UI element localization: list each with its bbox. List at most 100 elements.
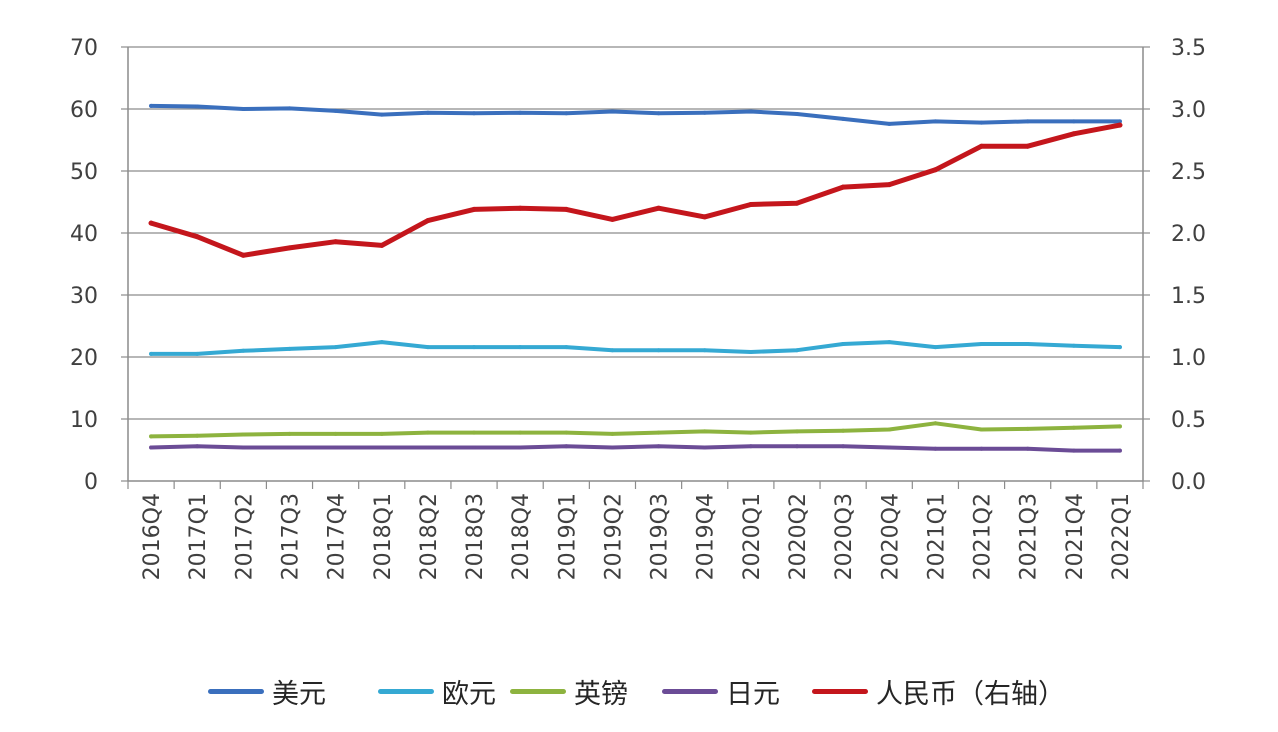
left-tick-label: 70 (70, 36, 98, 61)
series-line-3 (149, 444, 1122, 453)
data-point-3 (149, 445, 154, 450)
data-point-2 (841, 428, 846, 433)
data-point-0 (656, 111, 661, 116)
data-point-4 (932, 167, 938, 173)
data-point-0 (979, 120, 984, 125)
gridlines (128, 46, 1143, 420)
data-point-2 (195, 433, 200, 438)
data-point-4 (794, 200, 800, 206)
legend: 美元 欧元 英镑 日元 人民币（右轴） (0, 666, 1278, 716)
data-point-2 (564, 430, 569, 435)
data-point-1 (379, 340, 384, 345)
x-tick-label: 2020Q2 (786, 493, 811, 580)
left-tick-label: 50 (70, 160, 98, 185)
data-point-2 (748, 430, 753, 435)
data-point-4 (702, 214, 708, 220)
data-point-2 (795, 429, 799, 434)
data-point-2 (1117, 424, 1122, 429)
data-point-0 (702, 110, 707, 115)
data-point-2 (333, 431, 338, 436)
legend-item-eur: 欧元 (378, 666, 496, 716)
legend-swatch-gbp (510, 688, 566, 694)
data-point-3 (425, 445, 430, 450)
data-point-1 (149, 351, 154, 356)
left-tick-label: 60 (70, 98, 98, 123)
data-point-4 (148, 220, 154, 226)
x-tick-label: 2017Q4 (325, 493, 350, 580)
left-tick-label: 20 (70, 346, 98, 371)
data-point-1 (610, 348, 615, 353)
x-tick-label: 2018Q1 (371, 493, 396, 580)
data-point-1 (748, 350, 753, 354)
data-point-2 (518, 430, 523, 435)
data-point-3 (379, 445, 384, 450)
data-point-0 (1025, 119, 1030, 124)
data-point-2 (425, 430, 430, 435)
data-point-3 (518, 445, 523, 450)
data-point-2 (933, 421, 938, 426)
x-tick-label: 2021Q2 (971, 493, 996, 580)
x-tick-label: 2019Q1 (555, 493, 580, 580)
data-point-4 (563, 206, 569, 212)
data-point-4 (656, 205, 662, 211)
data-point-4 (748, 202, 754, 207)
left-tick-label: 30 (70, 284, 98, 309)
data-point-0 (933, 119, 938, 124)
data-point-1 (702, 348, 707, 353)
right-tick-label: 3.5 (1171, 36, 1206, 61)
x-tick-label: 2018Q4 (509, 493, 534, 580)
series-line-4 (148, 122, 1123, 258)
legend-swatch-cny (812, 688, 868, 694)
legend-label-usd: 美元 (272, 678, 326, 710)
data-point-4 (979, 143, 984, 149)
data-point-0 (287, 106, 292, 111)
data-point-2 (656, 430, 661, 435)
data-point-4 (379, 242, 385, 248)
x-tick-label: 2020Q4 (878, 493, 903, 580)
left-tick-label: 0 (84, 470, 98, 495)
data-point-4 (1025, 143, 1031, 149)
data-point-2 (1025, 426, 1030, 431)
data-point-4 (240, 252, 246, 258)
data-point-3 (564, 444, 569, 449)
x-tick-label: 2019Q4 (694, 493, 719, 580)
right-tick-label: 2.0 (1171, 222, 1206, 247)
data-point-1 (287, 346, 292, 351)
data-point-0 (841, 116, 846, 121)
legend-label-cny: 人民币（右轴） (876, 678, 1065, 710)
data-point-2 (1071, 425, 1076, 430)
data-point-1 (933, 345, 938, 350)
data-point-3 (610, 445, 615, 450)
data-point-3 (702, 445, 707, 450)
data-point-1 (241, 348, 246, 353)
data-point-4 (287, 245, 292, 251)
data-point-3 (1025, 446, 1030, 451)
x-tick-label: 2018Q3 (463, 493, 488, 580)
axes (121, 46, 1150, 489)
data-point-0 (195, 104, 200, 109)
data-point-0 (425, 110, 430, 115)
data-point-1 (1071, 343, 1076, 348)
data-point-1 (795, 348, 799, 353)
data-point-2 (241, 432, 246, 437)
x-tick-label: 2020Q1 (740, 493, 765, 580)
data-point-2 (887, 427, 892, 432)
legend-swatch-usd (208, 688, 264, 694)
data-point-1 (472, 345, 476, 350)
data-point-3 (241, 445, 246, 450)
data-point-3 (472, 445, 476, 450)
data-point-0 (564, 111, 569, 116)
right-tick-label: 2.5 (1171, 160, 1206, 185)
data-point-4 (517, 205, 523, 211)
x-tick-label: 2021Q1 (924, 493, 949, 580)
data-point-3 (748, 444, 753, 449)
data-point-0 (518, 110, 523, 115)
data-point-4 (1117, 122, 1123, 128)
data-point-3 (933, 446, 938, 451)
data-point-0 (1071, 119, 1076, 124)
x-tick-label: 2016Q4 (140, 493, 165, 580)
left-tick-label: 10 (70, 408, 98, 433)
data-point-2 (149, 434, 154, 439)
legend-item-usd: 美元 (208, 666, 326, 716)
data-point-2 (287, 431, 292, 436)
